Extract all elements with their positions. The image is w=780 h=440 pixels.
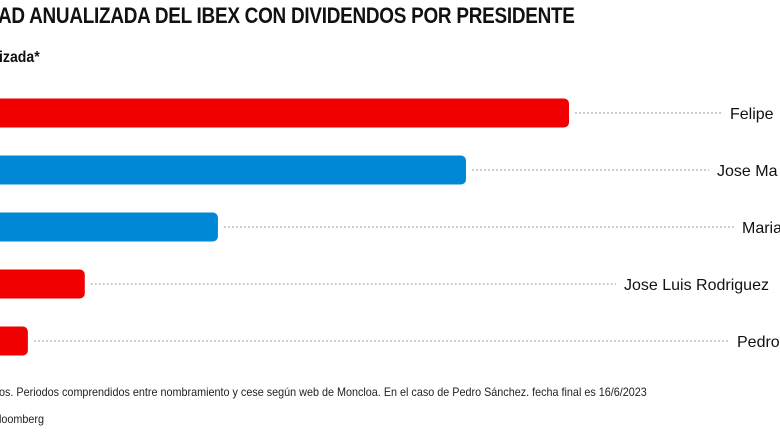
chart-subtitle: izada* (0, 49, 40, 66)
chart-title: AD ANUALIZADA DEL IBEX CON DIVIDENDOS PO… (0, 3, 575, 28)
chart-source: loomberg (0, 412, 45, 426)
bar (0, 269, 85, 299)
bar (0, 155, 467, 185)
bar (0, 326, 28, 356)
category-label: Felipe (730, 106, 774, 123)
chart-note: os. Periodos comprendidos entre nombrami… (0, 385, 647, 399)
bar (0, 212, 218, 242)
category-label: Pedro (737, 334, 780, 351)
category-label: Jose Luis Rodriguez (624, 277, 769, 294)
category-label: Maria (742, 220, 780, 237)
bar (0, 98, 569, 128)
category-label: Jose Ma (717, 163, 778, 180)
